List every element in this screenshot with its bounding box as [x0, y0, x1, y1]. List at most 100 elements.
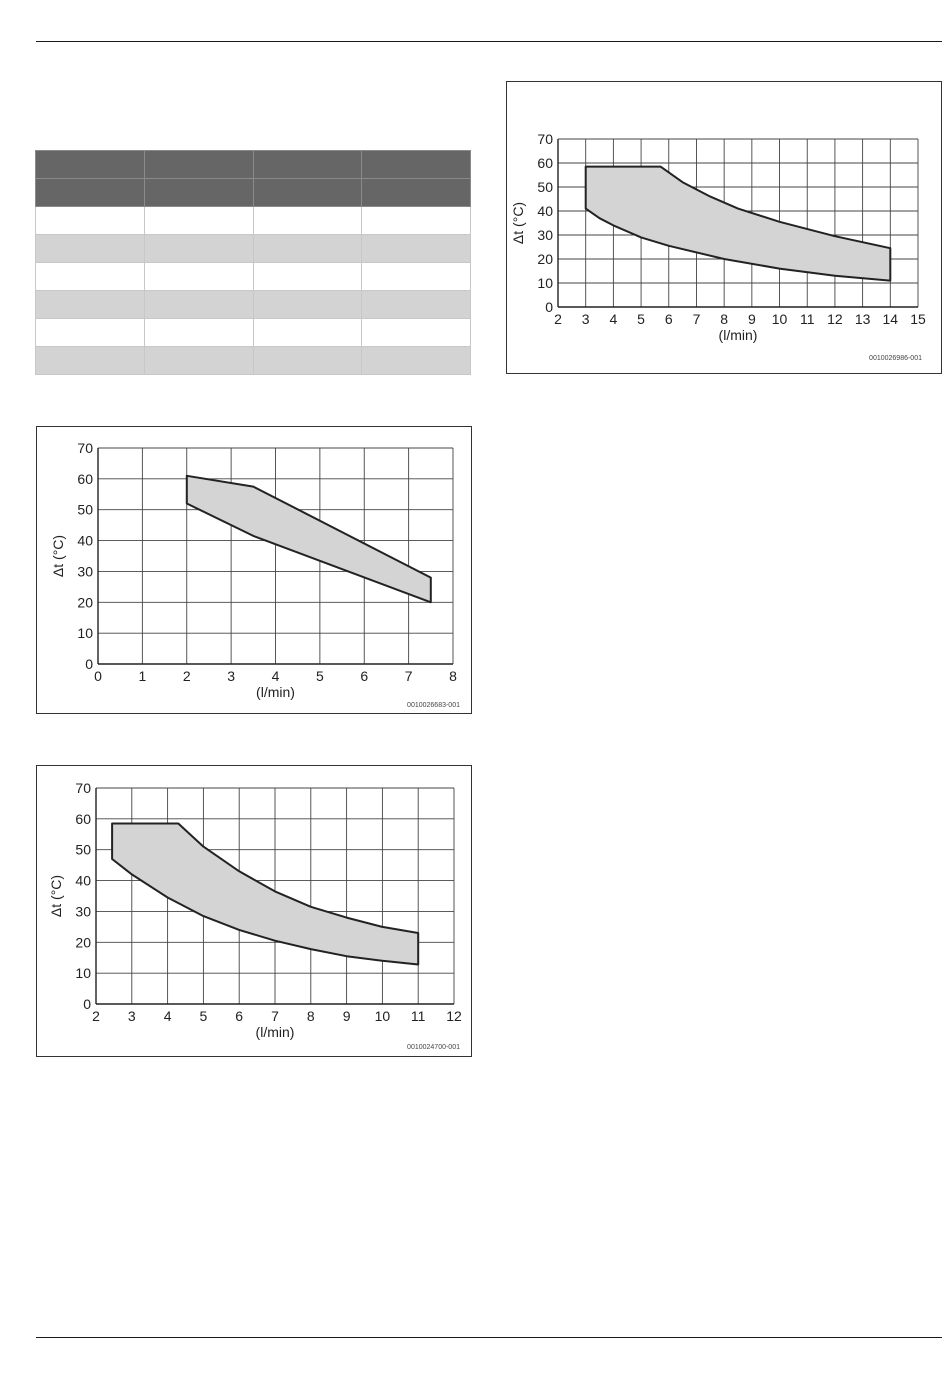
x-tick-label: 12: [827, 311, 843, 327]
x-tick-label: 1: [138, 668, 146, 684]
chart-flow-0-8: 0 1 2 3 4 5 6 7 8 0 10 20 30 40 50 60 70 (l/min) Δt (°C) 00…: [36, 426, 472, 714]
table-cell: [361, 318, 471, 347]
x-tick-label: 5: [316, 668, 324, 684]
x-axis-title: (l/min): [256, 1024, 295, 1040]
y-tick-label: 30: [537, 227, 553, 243]
y-tick-label: 30: [75, 903, 91, 919]
table-cell: [361, 290, 471, 319]
x-tick-label: 14: [883, 311, 899, 327]
x-tick-label: 6: [360, 668, 368, 684]
x-tick-label: 10: [375, 1008, 391, 1024]
y-tick-label: 30: [77, 563, 93, 579]
table-row: [35, 206, 471, 235]
x-tick-label: 15: [910, 311, 926, 327]
x-tick-label: 3: [227, 668, 235, 684]
y-tick-label: 60: [77, 471, 93, 487]
y-tick-label: 20: [75, 934, 91, 950]
table-cell: [143, 178, 254, 207]
table-cell: [143, 206, 254, 235]
x-tick-label: 11: [411, 1008, 426, 1024]
x-tick-label: 9: [343, 1008, 351, 1024]
x-tick-label: 10: [772, 311, 788, 327]
table-header-row: [35, 178, 471, 207]
table-cell: [143, 290, 254, 319]
table-row: [35, 290, 471, 319]
y-tick-label: 50: [77, 502, 93, 518]
table-cell: [35, 290, 145, 319]
data-table: [35, 150, 471, 375]
x-tick-label: 4: [164, 1008, 172, 1024]
y-tick-label: 20: [77, 594, 93, 610]
table-cell: [361, 206, 471, 235]
y-axis-title: Δt (°C): [48, 875, 64, 917]
chart-svg: 2 3 4 5 6 7 8 9 10 11 12 13 14 15 0 10 20 30 40 50 60 70 (l/mi…: [510, 131, 926, 362]
table-cell: [252, 150, 363, 179]
table-cell: [35, 150, 145, 179]
operating-range-area: [111, 822, 420, 966]
y-tick-label: 50: [537, 179, 553, 195]
table-cell: [252, 178, 363, 207]
y-tick-label: 70: [77, 440, 93, 456]
y-tick-label: 0: [545, 299, 553, 315]
y-tick-label: 20: [537, 251, 553, 267]
x-tick-label: 5: [637, 311, 645, 327]
x-tick-label: 3: [582, 311, 590, 327]
x-tick-label: 4: [272, 668, 280, 684]
x-axis-title: (l/min): [256, 684, 295, 700]
operating-range-area: [584, 165, 892, 282]
table-cell: [252, 346, 363, 375]
table-cell: [35, 234, 145, 263]
chart-svg: 2 3 4 5 6 7 8 9 10 11 12 0 10 20 30 40 50 60 70 (l/min) Δt (…: [48, 780, 462, 1051]
x-tick-label: 2: [554, 311, 562, 327]
y-tick-label: 70: [75, 780, 91, 796]
x-tick-label: 8: [720, 311, 728, 327]
table-cell: [35, 262, 145, 291]
table-row: [35, 318, 471, 347]
table-cell: [361, 150, 471, 179]
figure-code: 0010026986-001: [869, 355, 922, 362]
table-cell: [361, 178, 471, 207]
y-tick-label: 40: [537, 203, 553, 219]
x-tick-label: 8: [307, 1008, 315, 1024]
table-cell: [35, 346, 145, 375]
table-cell: [35, 178, 145, 207]
header-rule: [36, 41, 942, 42]
x-tick-label: 11: [800, 311, 815, 327]
x-tick-label: 13: [855, 311, 871, 327]
table-cell: [143, 262, 254, 291]
x-tick-label: 2: [183, 668, 191, 684]
y-tick-label: 40: [75, 873, 91, 889]
x-tick-label: 6: [235, 1008, 243, 1024]
figure-code: 0010024700-001: [407, 1044, 460, 1051]
table-cell: [143, 150, 254, 179]
x-axis-title: (l/min): [719, 327, 758, 343]
y-tick-label: 10: [75, 965, 91, 981]
table-cell: [361, 234, 471, 263]
x-tick-label: 6: [665, 311, 673, 327]
table-cell: [35, 318, 145, 347]
table-cell: [252, 290, 363, 319]
y-axis-title: Δt (°C): [50, 535, 66, 577]
x-tick-label: 7: [405, 668, 413, 684]
x-tick-label: 8: [449, 668, 457, 684]
y-tick-label: 0: [83, 996, 91, 1012]
table-cell: [252, 234, 363, 263]
table-cell: [35, 206, 145, 235]
chart-flow-2-12: 2 3 4 5 6 7 8 9 10 11 12 0 10 20 30 40 50 60 70 (l/min) Δt (…: [36, 765, 472, 1057]
x-tick-label: 2: [92, 1008, 100, 1024]
table-cell: [361, 346, 471, 375]
table-cell: [252, 262, 363, 291]
table-cell: [143, 318, 254, 347]
y-tick-label: 50: [75, 842, 91, 858]
table-row: [35, 234, 471, 263]
table-cell: [143, 234, 254, 263]
y-tick-label: 70: [537, 131, 553, 147]
x-tick-label: 0: [94, 668, 102, 684]
x-tick-label: 5: [200, 1008, 208, 1024]
y-tick-label: 10: [77, 625, 93, 641]
operating-range-area: [185, 474, 432, 604]
table-header-row: [35, 150, 471, 179]
y-tick-label: 60: [75, 811, 91, 827]
figure-code: 0010026683-001: [407, 702, 460, 709]
table-cell: [143, 346, 254, 375]
